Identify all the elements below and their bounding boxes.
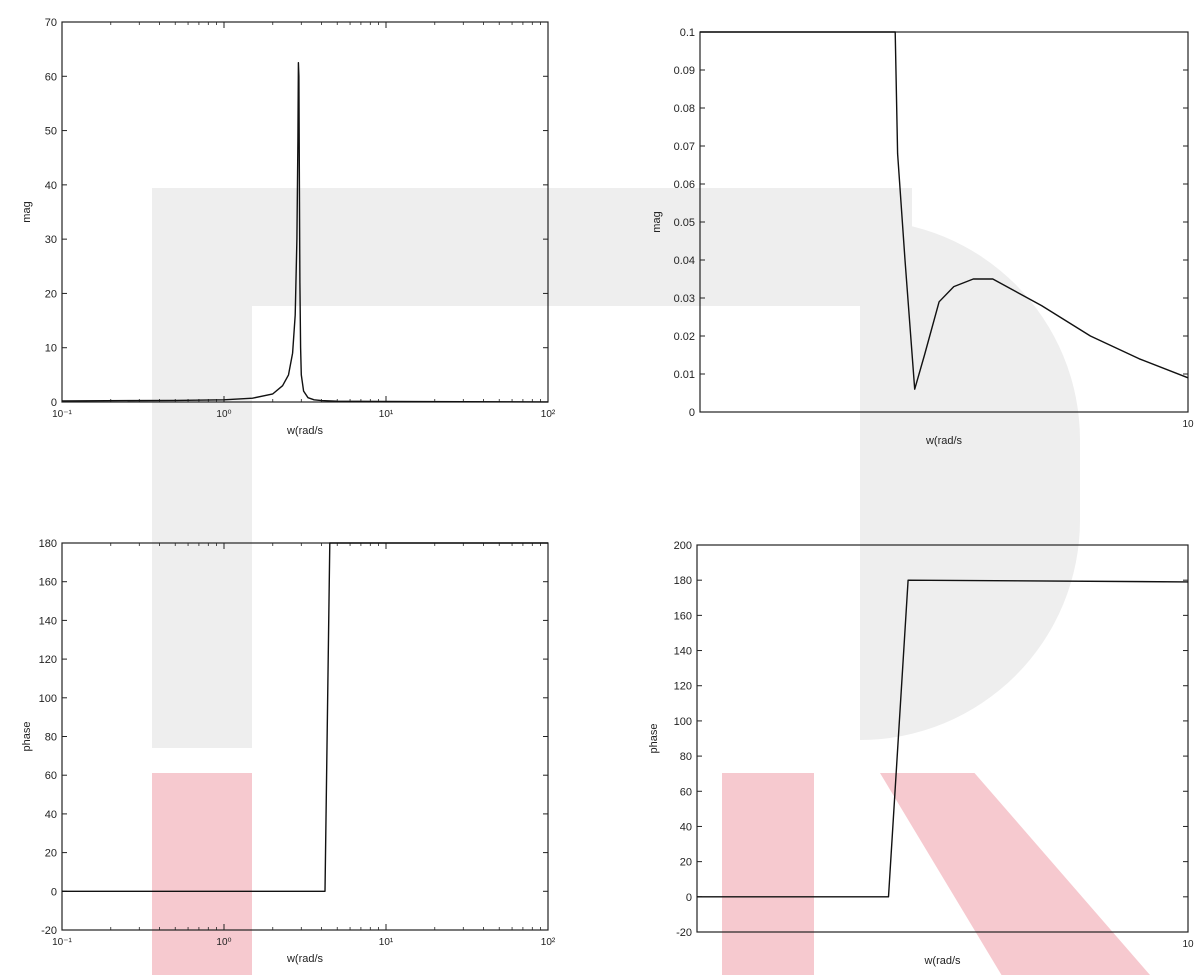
- x-tick-label: 10⁰: [216, 937, 231, 948]
- y-tick-label: 140: [674, 646, 692, 658]
- y-tick-label: 40: [45, 180, 57, 192]
- y-tick-label: 180: [39, 538, 57, 550]
- y-tick-label: 0.09: [674, 65, 695, 77]
- y-tick-label: 0.07: [674, 141, 695, 153]
- y-tick-label: 0: [686, 892, 692, 904]
- y-tick-label: 10: [45, 343, 57, 355]
- axes-frame: [61, 21, 549, 403]
- y-tick-label: 0.01: [674, 369, 695, 381]
- x-tick-label: 10²: [541, 409, 556, 420]
- y-tick-label: 0: [51, 886, 57, 898]
- x-tick-label: 10⁰: [216, 409, 231, 420]
- y-tick-label: 20: [45, 288, 57, 300]
- y-tick-label: 0.03: [674, 293, 695, 305]
- x-axis-label: w(rad/s: [286, 953, 324, 965]
- y-tick-label: 0.04: [674, 255, 695, 267]
- x-axis-label: w(rad/s: [923, 955, 961, 967]
- y-tick-label: 0.06: [674, 179, 695, 191]
- y-tick-label: 120: [674, 681, 692, 693]
- y-tick-label: -20: [41, 925, 57, 937]
- y-tick-label: 140: [39, 615, 57, 627]
- x-tick-label: 10¹: [379, 937, 394, 948]
- y-tick-label: 70: [45, 17, 57, 29]
- chart-panel-2: 0 0.01 0.02 0.03 0.04 0.05 0.06 0.07 0.08 0.09 0.1…: [651, 27, 1194, 447]
- y-axis-label: mag: [651, 211, 663, 232]
- x-tick-label: 10: [1182, 939, 1194, 950]
- series-line-1: [61, 62, 549, 403]
- x-axis-label: w(rad/s: [925, 435, 963, 447]
- y-tick-label: 80: [45, 732, 57, 744]
- x-tick-label: 10⁻¹: [52, 937, 72, 948]
- axes-frame: [699, 31, 1189, 413]
- chart-panel-3: -20 0 20 40 60 80 100 120 140 160 180 10⁻¹ 10⁰ 10¹ 10²…: [21, 538, 556, 965]
- x-axis-label: w(rad/s: [286, 425, 324, 437]
- y-tick-label: 0: [689, 407, 695, 419]
- y-tick-label: 0: [51, 397, 57, 409]
- y-tick-label: 40: [680, 821, 692, 833]
- y-axis-label: phase: [648, 724, 660, 754]
- y-tick-label: 0.02: [674, 331, 695, 343]
- y-tick-label: 60: [45, 71, 57, 83]
- y-tick-label: 40: [45, 809, 57, 821]
- y-tick-label: 30: [45, 234, 57, 246]
- x-tick-label: 10²: [541, 937, 556, 948]
- y-tick-label: 60: [680, 786, 692, 798]
- chart-panel-4: -20 0 20 40 60 80 100 120 140 160 180 200 10 w(rad/s p…: [648, 540, 1194, 967]
- y-tick-label: 60: [45, 770, 57, 782]
- y-tick-label: 160: [39, 577, 57, 589]
- y-tick-label: 0.08: [674, 103, 695, 115]
- y-tick-label: 100: [674, 716, 692, 728]
- series-line-1: [700, 31, 1189, 390]
- y-tick-label: 0.05: [674, 217, 695, 229]
- y-tick-label: 0.1: [680, 27, 695, 39]
- y-tick-label: 200: [674, 540, 692, 552]
- series-line-1: [697, 579, 1189, 898]
- y-tick-label: -20: [676, 927, 692, 939]
- y-tick-label: 120: [39, 654, 57, 666]
- axes-frame: [61, 542, 549, 931]
- axes-frame: [696, 544, 1189, 933]
- series-line-1: [62, 542, 548, 892]
- y-axis-label: phase: [21, 722, 33, 752]
- y-tick-label: 20: [680, 857, 692, 869]
- y-tick-label: 160: [674, 610, 692, 622]
- y-tick-label: 180: [674, 575, 692, 587]
- y-tick-label: 100: [39, 693, 57, 705]
- y-tick-label: 80: [680, 751, 692, 763]
- y-tick-label: 20: [45, 848, 57, 860]
- y-axis-label: mag: [21, 201, 33, 222]
- y-tick-label: 50: [45, 126, 57, 138]
- x-tick-label: 10: [1182, 419, 1194, 430]
- x-tick-label: 10⁻¹: [52, 409, 72, 420]
- x-tick-label: 10¹: [379, 409, 394, 420]
- chart-panel-1: 0 10 20 30 40 50 60 70 10⁻¹ 10⁰ 10¹ 10² w(rad/s mag: [21, 17, 556, 437]
